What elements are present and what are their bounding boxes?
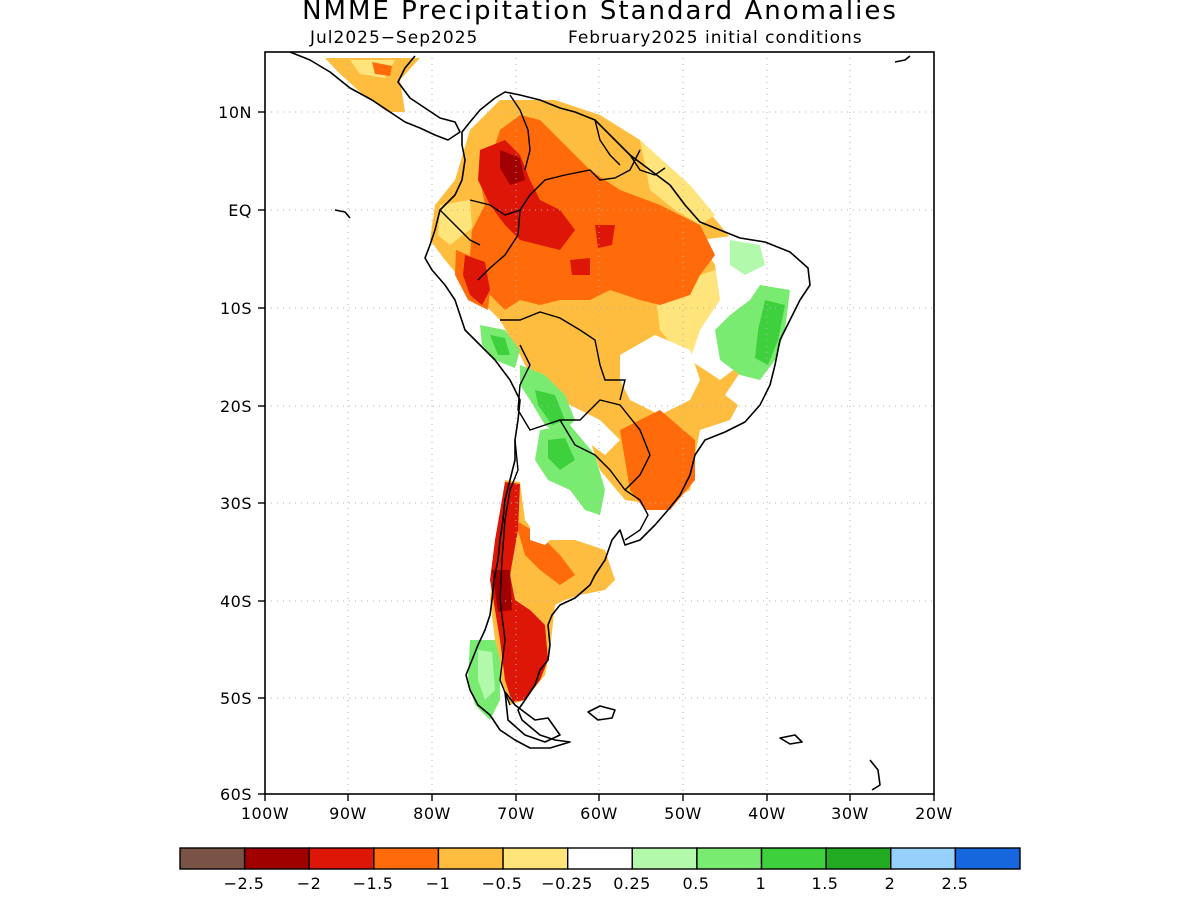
colorbar-swatch bbox=[179, 847, 246, 870]
colorbar-swatch bbox=[954, 847, 1021, 870]
shade-central-america bbox=[325, 58, 420, 112]
lat-label: 20S bbox=[220, 397, 252, 416]
lat-label: 30S bbox=[220, 494, 252, 513]
colorbar-label: 1 bbox=[756, 874, 767, 893]
lon-label: 100W bbox=[241, 804, 289, 823]
lon-label: 50W bbox=[664, 804, 702, 823]
season-subtitle: Jul2025−Sep2025 bbox=[310, 28, 479, 48]
graticule bbox=[265, 52, 934, 794]
colorbar-labels: −2.5 −2 −1.5 −1 −0.5 −0.25 0.25 0.5 1 1.… bbox=[224, 874, 969, 893]
colorbar-swatch bbox=[308, 847, 375, 870]
coast-central-america bbox=[289, 52, 461, 141]
colorbar-label: 0.25 bbox=[613, 874, 651, 893]
lon-label: 90W bbox=[329, 804, 367, 823]
colorbar-swatch bbox=[566, 847, 634, 870]
longitude-labels: 100W 90W 80W 70W 60W 50W 40W 30W 20W bbox=[241, 804, 953, 823]
colorbar bbox=[179, 847, 1021, 870]
colorbar-label: −1.5 bbox=[353, 874, 394, 893]
tick-marks bbox=[258, 111, 935, 801]
lat-label: 50S bbox=[220, 689, 252, 708]
lon-label: 40W bbox=[748, 804, 786, 823]
colorbar-swatch bbox=[696, 847, 763, 870]
lat-label: 10S bbox=[220, 299, 252, 318]
colorbar-swatch bbox=[373, 847, 440, 870]
colorbar-swatch bbox=[890, 847, 957, 870]
shade-southeast-brazil bbox=[620, 410, 695, 510]
colorbar-swatch bbox=[825, 847, 892, 870]
coastlines bbox=[289, 52, 911, 791]
colorbar-label: −1 bbox=[426, 874, 451, 893]
initial-conditions-subtitle: February2025 initial conditions bbox=[568, 28, 863, 48]
colorbar-label: −2.5 bbox=[224, 874, 265, 893]
country-borders bbox=[439, 94, 666, 706]
lat-label: 10N bbox=[218, 103, 252, 122]
lon-label: 20W bbox=[915, 804, 953, 823]
coast-south-america bbox=[424, 91, 811, 749]
lat-label: 60S bbox=[220, 785, 252, 804]
lat-label: 40S bbox=[220, 592, 252, 611]
lat-label: EQ bbox=[228, 201, 252, 220]
colorbar-swatch bbox=[243, 847, 310, 870]
colorbar-swatch bbox=[502, 847, 569, 870]
colorbar-swatch bbox=[437, 847, 504, 870]
lon-label: 60W bbox=[580, 804, 618, 823]
lon-label: 30W bbox=[831, 804, 869, 823]
colorbar-swatch bbox=[631, 847, 698, 870]
anomaly-shading bbox=[325, 58, 790, 720]
colorbar-label: 2 bbox=[885, 874, 896, 893]
colorbar-label: 1.5 bbox=[812, 874, 839, 893]
colorbar-label: 2.5 bbox=[942, 874, 969, 893]
lon-label: 80W bbox=[413, 804, 451, 823]
colorbar-label: −2 bbox=[297, 874, 322, 893]
colorbar-label: −0.5 bbox=[482, 874, 523, 893]
colorbar-swatch bbox=[760, 847, 827, 870]
map-title: NMME Precipitation Standard Anomalies bbox=[302, 0, 898, 26]
latitude-labels: 10N EQ 10S 20S 30S 40S 50S 60S bbox=[218, 103, 252, 804]
colorbar-label: −0.25 bbox=[541, 874, 593, 893]
colorbar-label: 0.5 bbox=[683, 874, 710, 893]
shade-andes bbox=[500, 320, 610, 400]
lon-label: 70W bbox=[497, 804, 535, 823]
shade-amazon-dry bbox=[470, 115, 715, 310]
